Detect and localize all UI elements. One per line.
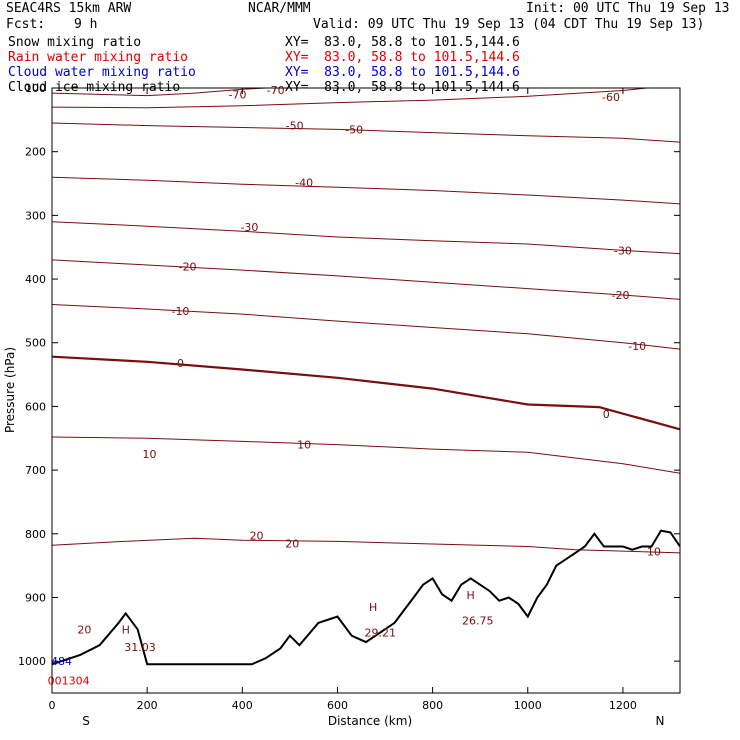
terrain-line xyxy=(51,529,681,666)
x-tick-label: 1200 xyxy=(609,699,637,712)
legend-cloud-water-xy: XY= 83.0, 58.8 to 101.5,144.6 xyxy=(285,65,520,80)
legend-rain-name: Rain water mixing ratio xyxy=(8,50,189,65)
fcst-value: 9 h xyxy=(74,17,98,32)
contour-label: -10 xyxy=(171,305,189,318)
annotation-label: 31.03 xyxy=(124,641,156,654)
y-tick-label: 100 xyxy=(25,82,46,95)
contour-label: 0 xyxy=(603,408,610,421)
x-axis: 0 200 400 600 800 1000 1200 xyxy=(49,88,637,712)
x-end-left: S xyxy=(82,714,90,728)
contour-label: 0 xyxy=(177,357,184,370)
init-time: Init: 00 UTC Thu 19 Sep 13 xyxy=(526,1,730,16)
legend-snow-name: Snow mixing ratio xyxy=(8,35,142,50)
annotation-label: H xyxy=(122,623,130,636)
x-tick-label: 800 xyxy=(422,699,443,712)
contour-label: -70 xyxy=(229,88,247,101)
x-end-right: N xyxy=(656,714,665,728)
contour-label: 20 xyxy=(77,623,91,636)
y-axis-label: Pressure (hPa) xyxy=(3,347,17,433)
isotherm--60 xyxy=(51,87,647,109)
contour-label: -20 xyxy=(179,260,197,273)
contour-label: -70 xyxy=(267,84,285,97)
fcst-label: Fcst: xyxy=(6,17,46,32)
contour-label: -40 xyxy=(295,176,313,189)
annotation-label: H xyxy=(467,589,475,602)
y-tick-label: 400 xyxy=(25,273,46,286)
contour-label: 10 xyxy=(297,439,311,452)
y-tick-label: 300 xyxy=(25,209,46,222)
x-axis-label: Distance (km) xyxy=(328,714,412,728)
isotherm--40 xyxy=(51,176,681,205)
x-tick-label: 200 xyxy=(137,699,158,712)
annotation-label: 001304 xyxy=(48,674,90,687)
legend-cloud-water-name: Cloud water mixing ratio xyxy=(8,65,196,80)
contour-label: 20 xyxy=(250,530,264,543)
terrain-profile xyxy=(51,529,681,666)
legend-rain-xy: XY= 83.0, 58.8 to 101.5,144.6 xyxy=(285,50,520,65)
contour-label: -50 xyxy=(286,120,304,133)
contour-label: -10 xyxy=(628,340,646,353)
y-tick-label: 200 xyxy=(25,146,46,159)
isotherm--20 xyxy=(51,259,681,300)
org-label: NCAR/MMM xyxy=(248,1,311,16)
isotherm--70 xyxy=(51,87,267,97)
contour-labels: -70 -70 -60 -50 -50 -40 -30 -30 -20 -20 -10 -10 0 0 10… xyxy=(77,84,660,636)
y-tick-label: 800 xyxy=(25,528,46,541)
y-tick-label: 900 xyxy=(25,591,46,604)
isotherm-20 xyxy=(51,537,681,554)
x-tick-label: 400 xyxy=(232,699,253,712)
plot-frame xyxy=(51,87,681,694)
contour-label: -50 xyxy=(345,123,363,136)
annotation-label: H xyxy=(369,601,377,614)
annotation-label: 29.21 xyxy=(365,627,397,640)
contour-label: -60 xyxy=(602,91,620,104)
annotation-label: 484 xyxy=(51,655,72,668)
isotherm-lines xyxy=(51,87,681,554)
contour-label: 10 xyxy=(647,546,661,559)
isotherm-0 xyxy=(51,355,681,431)
y-tick-label: 500 xyxy=(25,337,46,350)
model-title: SEAC4RS 15km ARW xyxy=(6,1,132,16)
contour-label: -30 xyxy=(240,221,258,234)
legend-cloud-ice-name: Cloud ice mixing ratio xyxy=(8,80,181,95)
isotherm--50 xyxy=(51,122,681,143)
x-tick-label: 0 xyxy=(49,699,56,712)
contour-label: -30 xyxy=(614,244,632,257)
annotation-label: 26.75 xyxy=(462,614,494,627)
isotherm--30 xyxy=(51,221,681,255)
legend-cloud-ice-xy: XY= 83.0, 58.8 to 101.5,144.6 xyxy=(285,80,520,95)
contour-label: -20 xyxy=(612,289,630,302)
valid-time: Valid: 09 UTC Thu 19 Sep 13 (04 CDT Thu … xyxy=(313,17,705,32)
isotherm--10 xyxy=(51,304,681,350)
isotherm-10 xyxy=(51,436,681,474)
y-tick-label: 700 xyxy=(25,464,46,477)
legend-snow-xy: XY= 83.0, 58.8 to 101.5,144.6 xyxy=(285,35,520,50)
y-tick-label: 1000 xyxy=(18,655,46,668)
y-tick-label: 600 xyxy=(25,400,46,413)
contour-label: 20 xyxy=(285,537,299,550)
x-tick-label: 600 xyxy=(327,699,348,712)
annotations: H 31.03 H 29.21 H 26.75 484 001304 xyxy=(48,589,494,687)
contour-label: 10 xyxy=(143,448,157,461)
x-tick-label: 1000 xyxy=(514,699,542,712)
